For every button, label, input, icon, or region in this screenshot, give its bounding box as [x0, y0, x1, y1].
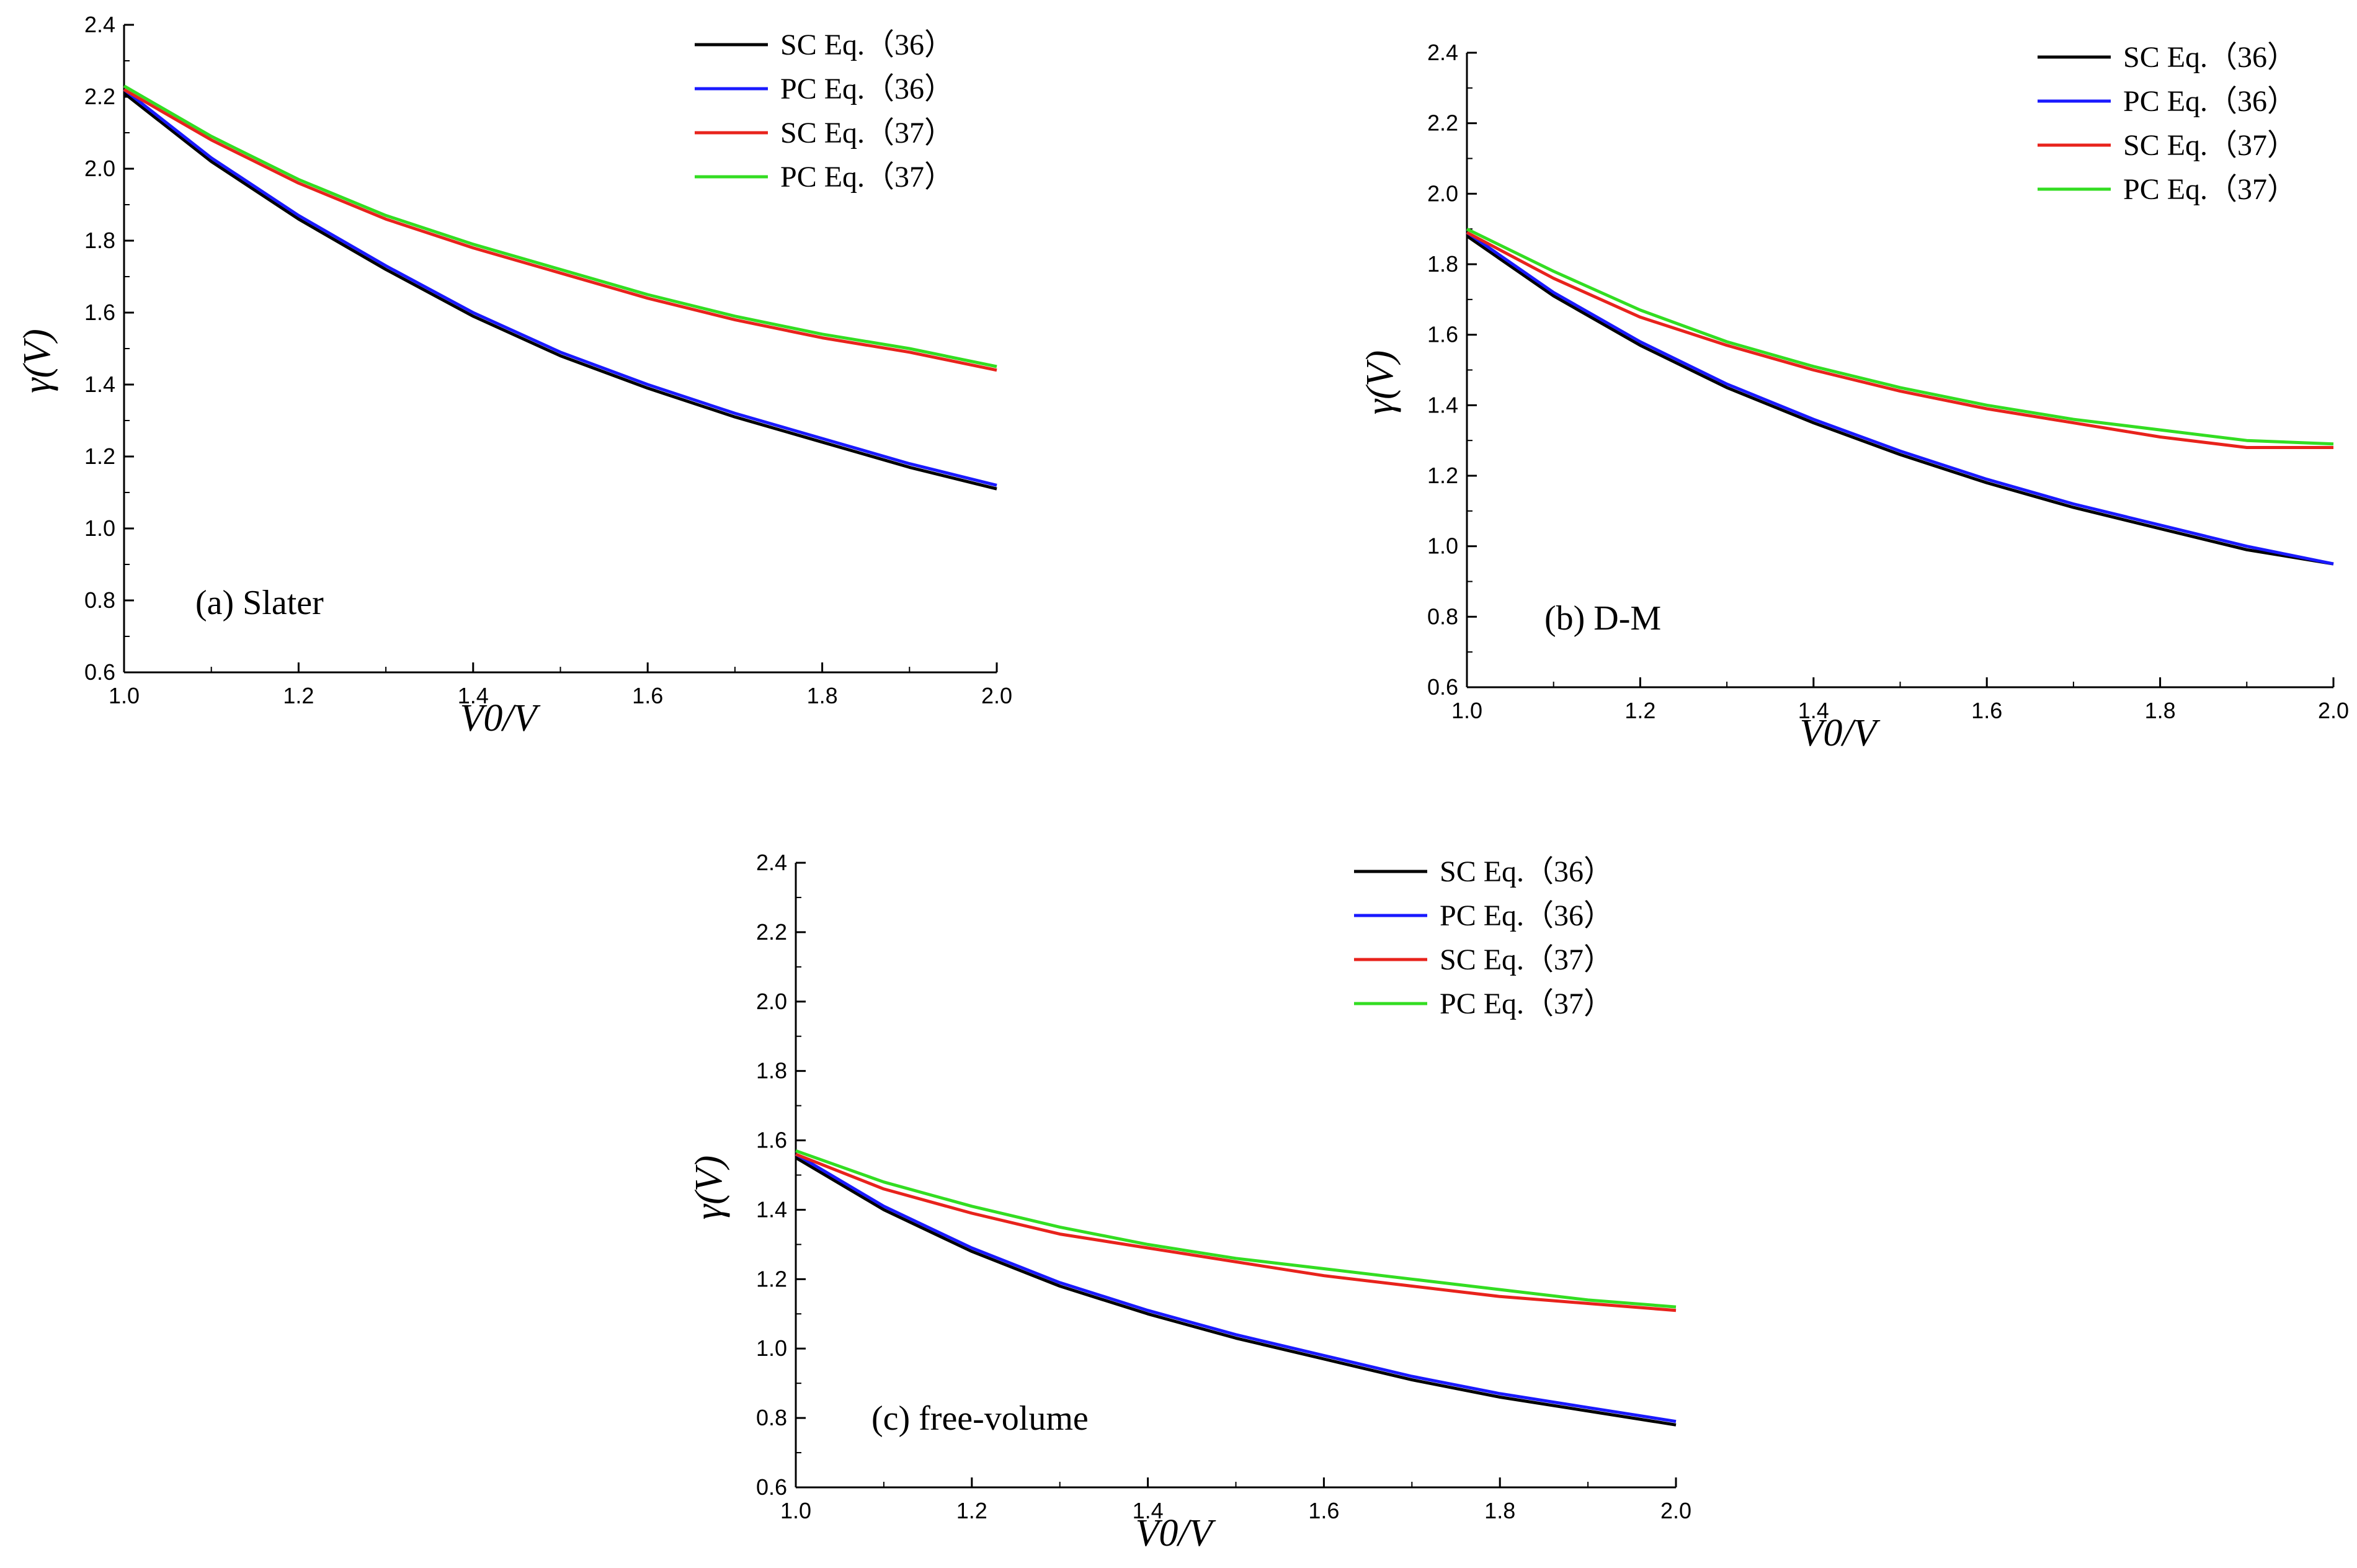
y-tick-label: 1.8 — [84, 228, 115, 253]
x-tick-label: 2.0 — [1660, 1498, 1691, 1523]
panel-annotation: (c) free-volume — [871, 1399, 1089, 1438]
x-tick-label: 1.4 — [1133, 1498, 1164, 1523]
legend-label: SC Eq.（37） — [780, 117, 954, 149]
x-tick-label: 1.6 — [632, 683, 663, 708]
x-tick-label: 1.4 — [1798, 698, 1829, 723]
x-tick-label: 1.0 — [109, 683, 140, 708]
y-tick-label: 1.8 — [756, 1058, 787, 1084]
chart-panel-2: 0.6 0.8 1.0 1.2 1.4 1.6 1.8 2.0 2.2 2.4 1.0 1.2 1.4 1… — [688, 850, 1691, 1554]
x-tick-label: 1.6 — [1971, 698, 2002, 723]
x-tick-label: 2.0 — [2318, 698, 2349, 723]
x-tick-label: 1.0 — [1451, 698, 1482, 723]
series-line-3 — [795, 1149, 1677, 1309]
legend-label: PC Eq.（37） — [780, 161, 954, 194]
y-tick-label: 2.4 — [84, 12, 115, 37]
y-tick-label: 2.2 — [84, 84, 115, 109]
x-axis-title: V0/V — [460, 697, 541, 739]
x-tick-label: 2.0 — [981, 683, 1012, 708]
legend-label: PC Eq.（37） — [1440, 987, 1613, 1020]
y-axis-title: γ(V) — [16, 329, 58, 393]
legend-label: SC Eq.（36） — [780, 29, 954, 61]
chart-panel-0: 0.6 0.8 1.0 1.2 1.4 1.6 1.8 2.0 2.2 2.4 1.0 1.2 1.4 1… — [16, 12, 1012, 739]
y-tick-label: 1.6 — [1427, 322, 1458, 347]
y-tick-label: 1.4 — [84, 372, 115, 397]
y-tick-label: 2.0 — [84, 156, 115, 181]
y-axis-title: γ(V) — [1359, 350, 1401, 415]
series-line-1 — [1466, 231, 2334, 566]
legend-label: SC Eq.（36） — [1440, 855, 1613, 888]
y-tick-label: 1.6 — [756, 1128, 787, 1153]
y-tick-label: 1.8 — [1427, 251, 1458, 277]
y-tick-label: 0.8 — [1427, 604, 1458, 629]
y-axis-title: γ(V) — [688, 1156, 730, 1220]
y-tick-label: 2.0 — [1427, 180, 1458, 206]
y-tick-label: 1.0 — [1427, 533, 1458, 559]
x-tick-label: 1.8 — [2145, 698, 2176, 723]
x-tick-label: 1.0 — [780, 1498, 811, 1523]
panel-annotation: (a) Slater — [195, 584, 324, 622]
legend-label: PC Eq.（36） — [1440, 899, 1613, 932]
y-tick-label: 1.2 — [756, 1266, 787, 1291]
y-tick-label: 0.8 — [756, 1405, 787, 1430]
chart-panel-1: 0.6 0.8 1.0 1.2 1.4 1.6 1.8 2.0 2.2 2.4 1.0 1.2 1.4 1… — [1359, 40, 2349, 754]
y-tick-label: 1.4 — [756, 1196, 787, 1222]
series-line-0 — [1466, 234, 2334, 566]
series-line-2 — [795, 1152, 1677, 1312]
x-tick-label: 1.8 — [807, 683, 838, 708]
legend-label: SC Eq.（36） — [2123, 41, 2297, 74]
y-tick-label: 1.4 — [1427, 392, 1458, 417]
series-line-3 — [123, 84, 997, 368]
legend-label: SC Eq.（37） — [2123, 129, 2297, 162]
x-tick-label: 1.2 — [1624, 698, 1655, 723]
y-tick-label: 1.6 — [84, 300, 115, 325]
x-axis-title: V0/V — [1800, 712, 1881, 754]
legend-label: PC Eq.（37） — [2123, 173, 2297, 206]
x-tick-label: 1.2 — [956, 1498, 987, 1523]
y-tick-label: 2.4 — [1427, 40, 1458, 65]
panel-annotation: (b) D-M — [1544, 599, 1661, 638]
series-line-2 — [123, 88, 997, 372]
legend-label: SC Eq.（37） — [1440, 943, 1613, 976]
y-tick-label: 2.4 — [756, 850, 787, 875]
series-line-2 — [1466, 231, 2333, 449]
y-tick-label: 2.2 — [1427, 110, 1458, 136]
y-tick-label: 2.2 — [756, 919, 787, 945]
y-tick-label: 1.0 — [756, 1335, 787, 1361]
x-tick-label: 1.2 — [283, 683, 314, 708]
x-tick-label: 1.6 — [1308, 1498, 1339, 1523]
series-line-0 — [123, 92, 997, 491]
y-tick-label: 1.2 — [1427, 463, 1458, 488]
y-tick-label: 0.6 — [1427, 674, 1458, 700]
legend-label: PC Eq.（36） — [780, 73, 954, 105]
series-line-0 — [795, 1156, 1677, 1427]
series-line-1 — [795, 1152, 1677, 1423]
x-axis-title: V0/V — [1136, 1512, 1216, 1554]
x-tick-label: 1.8 — [1484, 1498, 1515, 1523]
y-tick-label: 0.8 — [84, 587, 115, 613]
y-tick-label: 0.6 — [756, 1474, 787, 1500]
y-tick-label: 1.0 — [84, 515, 115, 541]
y-tick-label: 2.0 — [756, 989, 787, 1014]
series-line-3 — [1466, 227, 2334, 446]
series-line-1 — [123, 88, 997, 487]
y-tick-label: 1.2 — [84, 443, 115, 469]
y-tick-label: 0.6 — [84, 659, 115, 685]
x-tick-label: 1.4 — [458, 683, 489, 708]
legend-label: PC Eq.（36） — [2123, 85, 2297, 118]
